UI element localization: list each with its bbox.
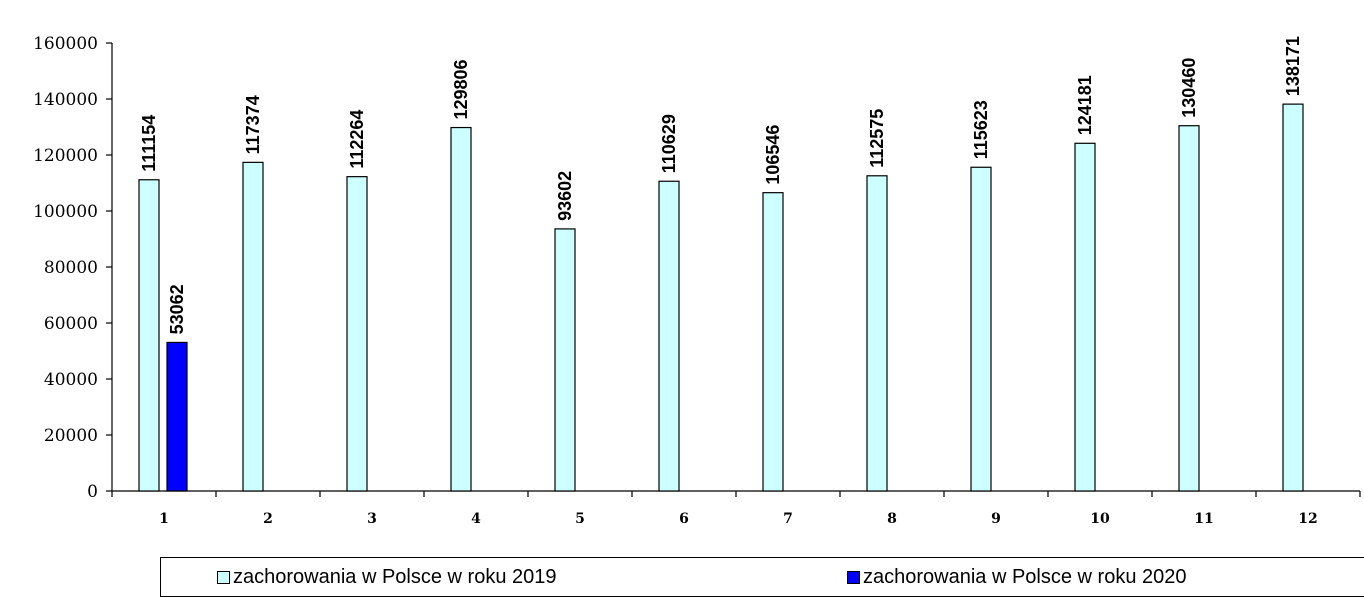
x-tick-label: 1 bbox=[159, 511, 169, 527]
y-tick-label: 40000 bbox=[44, 370, 98, 390]
data-label: 111154 bbox=[139, 115, 159, 172]
legend-label-2019: zachorowania w Polsce w roku 2019 bbox=[233, 566, 557, 588]
x-tick-label: 5 bbox=[575, 511, 585, 527]
data-label: 112575 bbox=[867, 109, 887, 168]
bar-2019 bbox=[1282, 103, 1304, 492]
y-tick-label: 60000 bbox=[44, 314, 98, 334]
x-tick-label: 10 bbox=[1090, 511, 1110, 527]
y-tick-label: 0 bbox=[87, 482, 98, 502]
data-label: 117374 bbox=[243, 95, 263, 154]
x-tick-label: 6 bbox=[679, 511, 689, 527]
x-tick-label: 4 bbox=[471, 511, 481, 527]
data-label: 129806 bbox=[451, 59, 471, 119]
bar-2019 bbox=[658, 180, 680, 492]
y-tick-label: 120000 bbox=[33, 146, 98, 166]
bar-2019 bbox=[554, 228, 576, 492]
bar-2019 bbox=[970, 166, 992, 492]
data-label: 93602 bbox=[555, 171, 575, 221]
data-label: 110629 bbox=[659, 114, 679, 173]
bar-2019 bbox=[242, 161, 264, 492]
x-tick-label: 8 bbox=[887, 511, 897, 527]
legend-swatch-2020 bbox=[847, 571, 860, 584]
bar-2020 bbox=[166, 341, 188, 492]
y-tick-label: 80000 bbox=[44, 258, 98, 278]
x-tick-label: 12 bbox=[1298, 511, 1317, 527]
data-label: 106546 bbox=[763, 125, 783, 185]
legend-item-2019: zachorowania w Polsce w roku 2019 bbox=[217, 566, 557, 589]
x-tick-label: 7 bbox=[783, 511, 793, 527]
chart-legend: zachorowania w Polsce w roku 2019 zachor… bbox=[160, 557, 1364, 597]
y-tick-label: 140000 bbox=[33, 90, 98, 110]
data-label: 124181 bbox=[1075, 75, 1095, 135]
y-tick-label: 160000 bbox=[33, 34, 98, 54]
bar-2019 bbox=[1178, 125, 1200, 492]
bar-2019 bbox=[762, 192, 784, 492]
x-tick-label: 3 bbox=[367, 511, 377, 527]
data-label: 115623 bbox=[971, 100, 991, 159]
bar-2019 bbox=[138, 179, 160, 492]
bar-2019 bbox=[450, 126, 472, 492]
bar-2019 bbox=[866, 175, 888, 492]
data-label: 130460 bbox=[1179, 58, 1199, 118]
bar-2019 bbox=[1074, 142, 1096, 492]
data-label: 138171 bbox=[1283, 36, 1303, 96]
legend-swatch-2019 bbox=[217, 571, 230, 584]
data-label: 53062 bbox=[167, 284, 187, 334]
y-tick-label: 100000 bbox=[33, 202, 98, 222]
legend-label-2020: zachorowania w Polsce w roku 2020 bbox=[863, 566, 1187, 588]
bar-2019 bbox=[346, 176, 368, 492]
y-tick-label: 20000 bbox=[44, 426, 98, 446]
x-tick-label: 2 bbox=[263, 511, 273, 527]
x-tick-label: 9 bbox=[991, 511, 1001, 527]
x-tick-label: 11 bbox=[1194, 511, 1213, 527]
data-label: 112264 bbox=[347, 110, 367, 169]
bar-chart: 0 20000 40000 60000 80000 100000 120000 140000 1… bbox=[33, 34, 1361, 527]
legend-item-2020: zachorowania w Polsce w roku 2020 bbox=[847, 566, 1187, 589]
